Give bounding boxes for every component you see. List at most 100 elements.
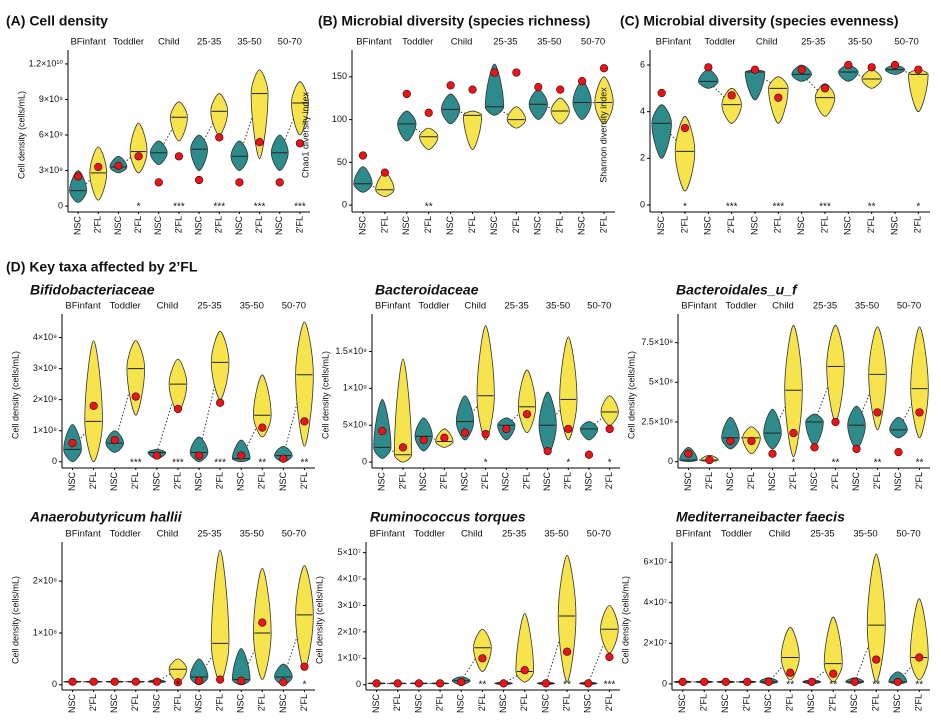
marker-point bbox=[657, 88, 666, 98]
panel: (C) Microbial diversity (species evennes… bbox=[598, 13, 930, 235]
group-label: Child bbox=[157, 529, 179, 540]
marker-point bbox=[844, 60, 853, 70]
y-tick-label: 2×10⁷ bbox=[643, 638, 667, 648]
marker-point bbox=[726, 436, 735, 446]
x-tick-label: 2'FL bbox=[830, 472, 840, 489]
y-tick-label: 6 bbox=[640, 59, 645, 69]
x-tick-label: NSC bbox=[236, 694, 246, 714]
y-tick-label: 6×10⁹ bbox=[39, 129, 63, 139]
x-tick-label: NSC bbox=[677, 694, 687, 714]
group-label: Child bbox=[756, 37, 778, 48]
x-tick-label: NSC bbox=[749, 216, 759, 236]
marker-point bbox=[481, 429, 490, 439]
x-tick-label: 2'FL bbox=[819, 216, 829, 233]
marker-point bbox=[174, 152, 184, 161]
marker-point bbox=[721, 677, 730, 686]
x-tick-label: 2'FL bbox=[604, 472, 614, 489]
x-tick-label: 2'FL bbox=[215, 472, 225, 489]
x-tick-label: NSC bbox=[851, 472, 861, 492]
group-label: 25-35 bbox=[197, 301, 221, 312]
marker-point bbox=[300, 417, 309, 426]
panel: (A) Cell density Cell density (cells/mL) 0… bbox=[6, 13, 310, 235]
significance-label: *** bbox=[294, 202, 306, 213]
marker-point bbox=[852, 444, 861, 454]
marker-point bbox=[279, 678, 288, 687]
violin bbox=[126, 340, 146, 416]
significance-label: *** bbox=[772, 202, 784, 213]
x-tick-label: 2'FL bbox=[173, 216, 183, 233]
x-tick-label: NSC bbox=[849, 694, 859, 714]
x-tick-label: 2'FL bbox=[872, 472, 882, 489]
x-tick-label: 2'FL bbox=[788, 472, 798, 489]
group-label: 35-50 bbox=[546, 301, 570, 312]
violin bbox=[473, 628, 492, 672]
group-label: BFinfant bbox=[375, 301, 411, 312]
group-label: BFinfant bbox=[356, 37, 392, 48]
x-tick-label: NSC bbox=[151, 694, 161, 714]
violin bbox=[210, 330, 230, 401]
significance-label: ** bbox=[258, 458, 266, 469]
violin bbox=[295, 321, 314, 447]
violin bbox=[908, 69, 929, 113]
significance-label: ** bbox=[916, 458, 924, 469]
marker-point bbox=[110, 677, 119, 686]
marker-point bbox=[398, 443, 408, 452]
x-tick-label: 2'FL bbox=[704, 472, 714, 489]
x-tick-label: 2'FL bbox=[467, 216, 477, 233]
violin bbox=[455, 395, 475, 441]
violin bbox=[393, 358, 413, 463]
group-label: 50-70 bbox=[581, 37, 605, 48]
marker-point bbox=[68, 439, 77, 448]
x-tick-label: NSC bbox=[542, 472, 552, 492]
marker-point bbox=[807, 677, 816, 686]
marker-point bbox=[774, 93, 783, 102]
group-label: Toddler bbox=[113, 37, 144, 48]
x-tick-label: NSC bbox=[401, 216, 411, 236]
marker-point bbox=[564, 424, 573, 434]
group-label: BFinfant bbox=[681, 301, 717, 312]
pair-connector bbox=[545, 615, 568, 684]
pair-connector bbox=[587, 629, 610, 684]
group-label: Toddler bbox=[402, 37, 433, 48]
x-tick-label: 2'FL bbox=[511, 216, 521, 233]
panel-title: (A) Cell density bbox=[6, 13, 108, 29]
panel-title: Bacteroidaceae bbox=[375, 282, 479, 298]
marker-point bbox=[300, 662, 309, 671]
x-tick-label: 2'FL bbox=[477, 694, 487, 711]
group-label: 25-35 bbox=[197, 529, 221, 540]
group-label: BFinfant bbox=[65, 529, 101, 540]
group-label: 25-35 bbox=[493, 37, 517, 48]
panel: Bacteroidaceae Cell density (cells/mL) 0 5×… bbox=[320, 282, 620, 491]
x-tick-label: 2'FL bbox=[679, 216, 689, 233]
violin bbox=[559, 336, 578, 441]
violin bbox=[129, 122, 148, 174]
significance-label: * bbox=[608, 458, 612, 469]
y-tick-label: 1×10⁸ bbox=[33, 627, 57, 637]
x-tick-label: 2'FL bbox=[294, 216, 304, 233]
x-tick-label: 2'FL bbox=[88, 472, 98, 489]
panel: (B) Microbial diversity (species richnes… bbox=[300, 13, 615, 235]
marker-point bbox=[584, 450, 594, 459]
violin bbox=[698, 69, 719, 89]
violin bbox=[557, 554, 577, 683]
x-tick-label: NSC bbox=[357, 216, 367, 236]
y-tick-label: 6×10⁷ bbox=[643, 557, 667, 567]
x-tick-label: NSC bbox=[274, 216, 284, 236]
group-label: 50-70 bbox=[282, 529, 306, 540]
group-label: BFinfant bbox=[676, 529, 712, 540]
y-tick-label: 1×10⁷ bbox=[337, 653, 361, 663]
y-tick-label: 5×10⁸ bbox=[649, 377, 673, 387]
x-tick-label: 2'FL bbox=[133, 216, 143, 233]
x-tick-label: 2'FL bbox=[828, 694, 838, 711]
marker-point bbox=[750, 65, 760, 74]
violin bbox=[250, 69, 269, 160]
panel: Ruminococcus torques Cell density (cells/… bbox=[314, 509, 620, 713]
y-axis-label: Cell density (cells/mL) bbox=[10, 351, 20, 439]
panel: Mediterraneibacter faecis Cell density (c… bbox=[620, 509, 930, 713]
violin bbox=[484, 63, 505, 116]
x-tick-label: 2'FL bbox=[699, 694, 709, 711]
violin bbox=[910, 326, 929, 439]
x-tick-label: 2'FL bbox=[299, 472, 309, 489]
x-tick-label: 2'FL bbox=[93, 216, 103, 233]
marker-point bbox=[534, 82, 543, 92]
